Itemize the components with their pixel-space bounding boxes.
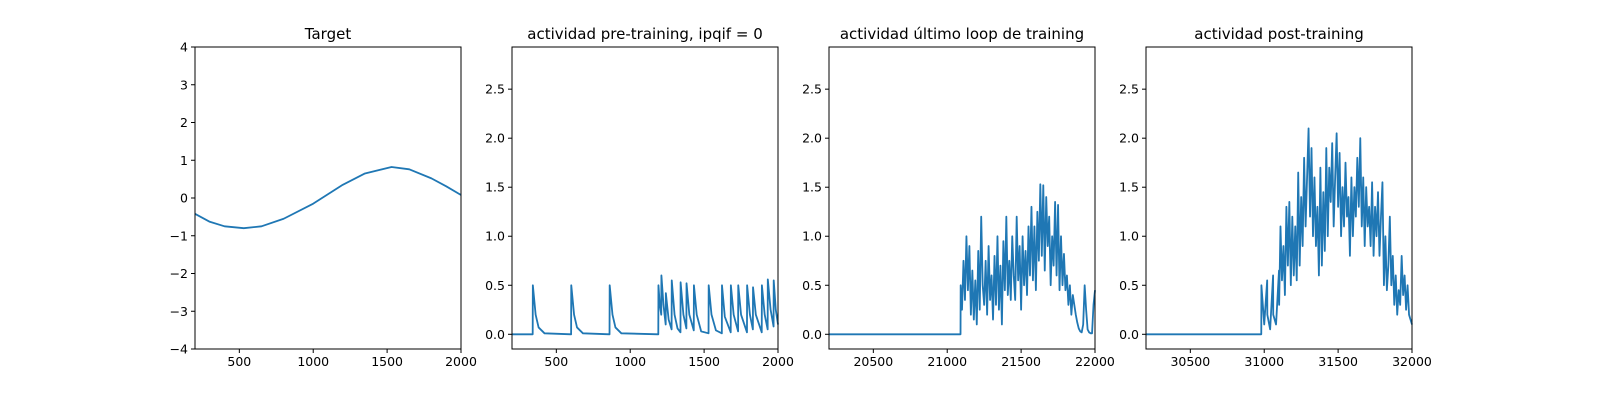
x-tick-label: 500 — [544, 354, 568, 369]
chart-title: actividad pre-training, ipqif = 0 — [527, 25, 763, 43]
x-tick-label: 1500 — [371, 354, 403, 369]
y-tick-label: 2.0 — [1119, 131, 1139, 146]
y-tick-label: 0.5 — [1119, 278, 1139, 293]
y-tick-label: 2.0 — [485, 131, 505, 146]
x-tick-label: 32000 — [1392, 354, 1432, 369]
plot-frame — [511, 46, 779, 350]
panel-target: 500 1000 1500 2000 −4 −3 −2 −1 0 1 2 3 4 Target — [170, 25, 477, 369]
series-line — [1146, 127, 1413, 336]
y-tick-label: 0.0 — [485, 327, 505, 342]
series-line — [512, 274, 779, 336]
chart-title: actividad último loop de training — [840, 25, 1084, 43]
x-tick-label: 22000 — [1075, 354, 1115, 369]
series-line — [829, 183, 1096, 336]
y-tick-label: −2 — [170, 266, 188, 281]
x-tick-label: 31500 — [1318, 354, 1358, 369]
y-tick-label: 2 — [180, 115, 188, 130]
y-tick-label: 1.0 — [802, 229, 822, 244]
chart-title: actividad post-training — [1194, 25, 1363, 43]
x-tick-label: 1000 — [614, 354, 646, 369]
chart-title: Target — [304, 25, 352, 43]
x-tick-label: 1500 — [688, 354, 720, 369]
panel-pre-training: 500 1000 1500 2000 0.0 0.5 1.0 1.5 2.0 2.5 activid… — [485, 25, 794, 369]
y-tick-label: 1 — [180, 153, 188, 168]
x-tick-label: 31000 — [1244, 354, 1284, 369]
y-tick-label: 0.5 — [485, 278, 505, 293]
x-tick-label: 21500 — [1001, 354, 1041, 369]
y-tick-label: 0 — [180, 191, 188, 206]
x-tick-label: 30500 — [1170, 354, 1210, 369]
y-tick-label: 4 — [180, 40, 188, 55]
y-tick-label: 0.5 — [802, 278, 822, 293]
y-tick-label: −1 — [170, 228, 188, 243]
y-tick-label: 0.0 — [1119, 327, 1139, 342]
y-tick-label: −4 — [170, 342, 188, 357]
y-tick-label: 2.5 — [1119, 82, 1139, 97]
panel-post-training: 30500 31000 31500 32000 0.0 0.5 1.0 1.5 2.0 2.5 ac… — [1119, 25, 1432, 369]
y-tick-label: 2.5 — [485, 82, 505, 97]
x-tick-label: 2000 — [762, 354, 794, 369]
y-tick-label: 2.5 — [802, 82, 822, 97]
y-tick-label: 3 — [180, 77, 188, 92]
x-tick-label: 20500 — [853, 354, 893, 369]
panel-last-training-loop: 20500 21000 21500 22000 0.0 0.5 1.0 1.5 2.0 2.5 ac… — [802, 25, 1115, 369]
y-tick-label: 2.0 — [802, 131, 822, 146]
series-line — [194, 166, 462, 230]
plot-frame — [194, 46, 462, 350]
x-tick-label: 21000 — [927, 354, 967, 369]
y-tick-label: 0.0 — [802, 327, 822, 342]
plot-frame — [1145, 46, 1413, 350]
y-tick-label: 1.0 — [485, 229, 505, 244]
x-tick-label: 1000 — [297, 354, 329, 369]
y-tick-label: 1.5 — [485, 180, 505, 195]
y-tick-label: 1.0 — [1119, 229, 1139, 244]
y-tick-label: −3 — [170, 304, 188, 319]
x-tick-label: 500 — [227, 354, 251, 369]
plot-frame — [828, 46, 1096, 350]
y-tick-label: 1.5 — [802, 180, 822, 195]
y-tick-label: 1.5 — [1119, 180, 1139, 195]
x-tick-label: 2000 — [445, 354, 477, 369]
